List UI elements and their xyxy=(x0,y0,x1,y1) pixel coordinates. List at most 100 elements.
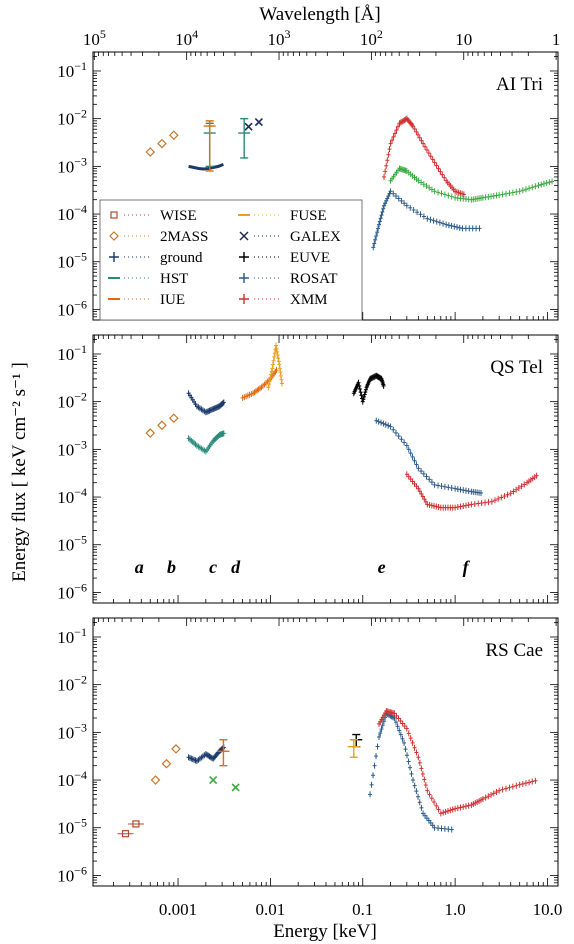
legend-label: ground xyxy=(160,250,203,266)
legend-label: EUVE xyxy=(290,250,330,266)
legend-label: GALEX xyxy=(290,229,341,245)
top-tick-label: 105 xyxy=(83,27,106,49)
y-tick-label: 10−4 xyxy=(57,768,87,790)
legend-label: 2MASS xyxy=(160,229,208,245)
series-galex xyxy=(244,117,263,131)
series-galex xyxy=(209,775,240,792)
data-point xyxy=(157,420,167,431)
x-tick-label: 1.0 xyxy=(444,900,465,919)
panel-title: RS Cae xyxy=(485,640,543,661)
panel-0: 10−6 10−5 10−4 10−3 10−2 10−1 AI Tri WISE 2MASS g… xyxy=(57,51,559,321)
data-point xyxy=(161,758,172,769)
series-iue xyxy=(240,367,279,401)
series-wise xyxy=(117,820,144,838)
series-rosat xyxy=(368,710,454,833)
x-tick-label: 0.1 xyxy=(352,900,373,919)
series-ground xyxy=(188,163,224,171)
legend-marker xyxy=(239,273,249,283)
panel-title: QS Tel xyxy=(490,357,543,378)
legend-marker xyxy=(239,231,249,241)
data-point xyxy=(209,775,218,785)
legend-marker-plus xyxy=(239,273,249,283)
data-point xyxy=(157,138,167,149)
top-tick-label: 102 xyxy=(360,27,383,49)
series-rosat xyxy=(371,188,482,251)
data-point xyxy=(254,117,263,127)
legend-label: WISE xyxy=(160,208,197,224)
top-tick-label: 10 xyxy=(455,30,472,49)
series-hst xyxy=(186,430,226,455)
y-tick-label: 10−6 xyxy=(57,580,87,602)
data-point xyxy=(168,413,179,424)
series-xmm xyxy=(404,471,539,511)
region-letter: a xyxy=(135,557,144,577)
legend-marker-diamond xyxy=(109,231,119,241)
y-tick-label: 10−5 xyxy=(57,250,87,272)
top-tick-label: 104 xyxy=(175,27,198,49)
legend-marker-plus xyxy=(109,252,119,262)
legend-marker xyxy=(239,252,249,262)
series-fuse xyxy=(347,739,360,758)
y-tick-label: 10−6 xyxy=(57,863,87,885)
panel-frame xyxy=(92,617,559,887)
series-xmm-red xyxy=(382,115,466,198)
region-letter: c xyxy=(209,557,217,577)
series-ground xyxy=(186,390,226,416)
legend-box xyxy=(99,199,363,321)
legend-label: XMM xyxy=(290,292,328,308)
y-tick-label: 10−2 xyxy=(57,390,87,412)
legend-marker xyxy=(109,231,119,241)
legend-marker-plus xyxy=(239,252,249,262)
series-iue xyxy=(217,739,230,767)
data-point xyxy=(150,775,161,785)
y-axis-label: Energy flux [ keV cm⁻² s⁻¹ ] xyxy=(9,362,30,582)
legend-label: HST xyxy=(160,271,188,287)
data-point xyxy=(145,147,156,157)
y-tick-label: 10−3 xyxy=(57,720,87,742)
legend: WISE 2MASS ground HST IUE FUSE GALEX EUVE ROSAT X… xyxy=(99,199,363,321)
series-iue xyxy=(203,120,216,172)
legend-marker-cross xyxy=(239,231,249,241)
top-axis-label: Wavelength [Å] xyxy=(259,4,380,25)
y-tick-label: 10−3 xyxy=(57,154,87,176)
legend-marker xyxy=(239,294,249,304)
x-axis-ticks: 0.001 0.01 0.1 1.0 10.0 xyxy=(159,900,562,919)
y-tick-label: 10−4 xyxy=(57,485,87,507)
y-tick-label: 10−1 xyxy=(57,59,87,81)
series-2mass xyxy=(145,413,179,438)
x-tick-label: 0.001 xyxy=(159,900,197,919)
legend-marker-plus xyxy=(239,294,249,304)
series-xmm xyxy=(377,708,538,817)
series-2mass xyxy=(150,744,181,785)
y-tick-label: 10−6 xyxy=(57,297,87,319)
series-rosat xyxy=(374,417,483,496)
y-tick-label: 10−5 xyxy=(57,816,87,838)
y-tick-label: 10−2 xyxy=(57,107,87,129)
data-point xyxy=(171,744,181,754)
y-tick-label: 10−4 xyxy=(57,202,87,224)
x-tick-label: 0.01 xyxy=(256,900,286,919)
region-letter: e xyxy=(378,557,386,577)
top-tick-label: 103 xyxy=(268,27,291,49)
y-tick-label: 10−1 xyxy=(57,625,87,647)
legend-label: IUE xyxy=(160,292,185,308)
region-letter: b xyxy=(167,557,176,577)
series-ground xyxy=(186,744,226,765)
legend-label: ROSAT xyxy=(290,271,338,287)
legend-label: FUSE xyxy=(290,208,327,224)
data-point xyxy=(168,130,179,141)
panel-title: AI Tri xyxy=(496,74,543,95)
data-point xyxy=(244,122,253,131)
top-tick-label: 1 xyxy=(552,30,561,49)
series-euve xyxy=(351,372,386,405)
series-euve xyxy=(350,733,363,748)
legend-marker xyxy=(109,252,119,262)
region-letter: f xyxy=(463,557,471,577)
series-2mass xyxy=(145,130,179,157)
panel-1: 10−6 10−5 10−4 10−3 10−2 10−1 QS Tel a b c d e f xyxy=(57,334,559,604)
x-axis-label: Energy [keV] xyxy=(273,921,377,942)
legend-marker xyxy=(110,211,118,219)
top-axis-ticks: 105 104 103 102 10 1 xyxy=(83,27,561,49)
data-line xyxy=(188,163,224,171)
